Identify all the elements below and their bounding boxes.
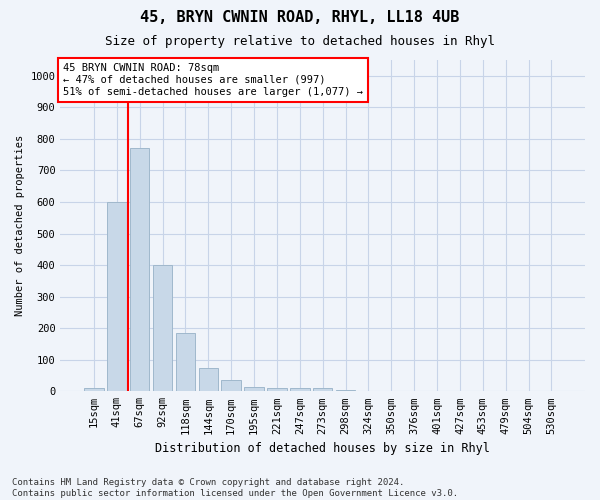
Bar [84,388,104,392]
Text: Size of property relative to detached houses in Rhyl: Size of property relative to detached ho… [105,35,495,48]
X-axis label: Distribution of detached houses by size in Rhyl: Distribution of detached houses by size … [155,442,490,455]
Bar [176,333,195,392]
Bar [153,265,172,392]
Text: 45, BRYN CWNIN ROAD, RHYL, LL18 4UB: 45, BRYN CWNIN ROAD, RHYL, LL18 4UB [140,10,460,25]
Bar [267,388,287,392]
Bar [199,368,218,392]
Bar [313,388,332,392]
Bar [221,380,241,392]
Text: 45 BRYN CWNIN ROAD: 78sqm
← 47% of detached houses are smaller (997)
51% of semi: 45 BRYN CWNIN ROAD: 78sqm ← 47% of detac… [63,64,363,96]
Bar [107,202,127,392]
Y-axis label: Number of detached properties: Number of detached properties [15,135,25,316]
Bar [290,388,310,392]
Bar [130,148,149,392]
Bar [336,390,355,392]
Text: Contains HM Land Registry data © Crown copyright and database right 2024.
Contai: Contains HM Land Registry data © Crown c… [12,478,458,498]
Bar [244,386,264,392]
